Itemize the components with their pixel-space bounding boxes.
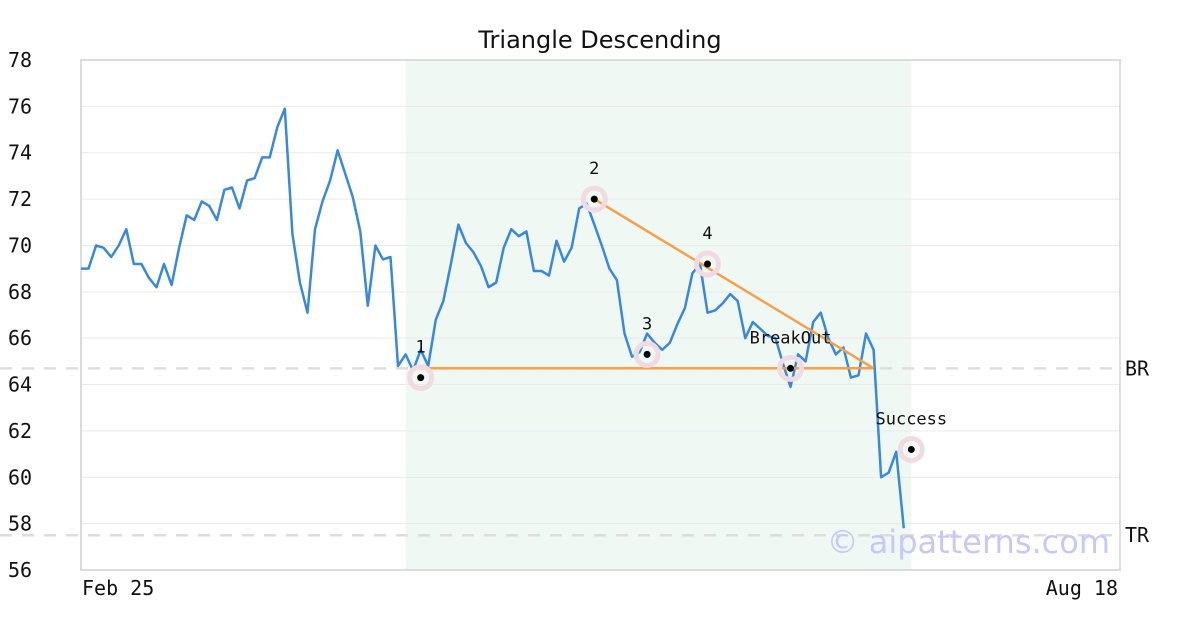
y-tick-label: 76: [8, 94, 32, 118]
annotation-halo: [897, 435, 925, 463]
annotation-halo: [694, 250, 722, 278]
chart-title: Triangle Descending: [477, 26, 721, 54]
annotation-label: 2: [589, 159, 599, 179]
annotation-point: [787, 364, 795, 372]
annotation-halo: [580, 185, 608, 213]
plot-border: [80, 59, 1121, 571]
annotation-label: Success: [875, 409, 947, 429]
pattern-line: [593, 198, 875, 370]
y-tick-label: 68: [8, 280, 32, 304]
y-tick-label: 78: [8, 48, 32, 72]
annotation-label: 4: [702, 224, 712, 244]
y-tick-label: 62: [8, 419, 32, 443]
x-label-end: Aug 18: [1046, 576, 1118, 600]
annotation-halo: [777, 354, 805, 382]
y-tick-label: 60: [8, 465, 32, 489]
y-tick-label: 64: [8, 373, 32, 397]
x-label-start: Feb 25: [82, 576, 154, 600]
annotation-halo: [407, 364, 435, 392]
y-tick-label: 56: [8, 558, 32, 582]
grid-lines: [81, 59, 1120, 571]
y-tick-label: 74: [8, 141, 32, 165]
annotation-point: [704, 260, 712, 268]
annotation-label: 1: [416, 338, 426, 358]
annotations: 1 2 3 4 BreakOut Success: [407, 159, 947, 463]
annotation-point: [643, 350, 651, 358]
annotation-point: [417, 374, 425, 382]
annotation-halo: [633, 340, 661, 368]
y-axis-ticks: 56 58 60 62 64 66 68 70 72 74 76 78: [8, 48, 32, 582]
pattern-lines: [420, 198, 875, 370]
y-tick-label: 70: [8, 233, 32, 257]
annotation-label: BreakOut: [750, 328, 832, 348]
reference-label: BR: [1125, 356, 1150, 380]
annotation-label: 3: [642, 314, 652, 334]
reference-label: TR: [1125, 523, 1150, 547]
watermark: © aipatterns.com: [827, 523, 1110, 561]
y-tick-label: 72: [8, 187, 32, 211]
y-tick-label: 58: [8, 512, 32, 536]
pattern-highlight-band: [405, 60, 912, 570]
y-tick-label: 66: [8, 326, 32, 350]
annotation-point: [907, 445, 915, 453]
price-series-line: [81, 107, 906, 529]
annotation-point: [590, 195, 598, 203]
